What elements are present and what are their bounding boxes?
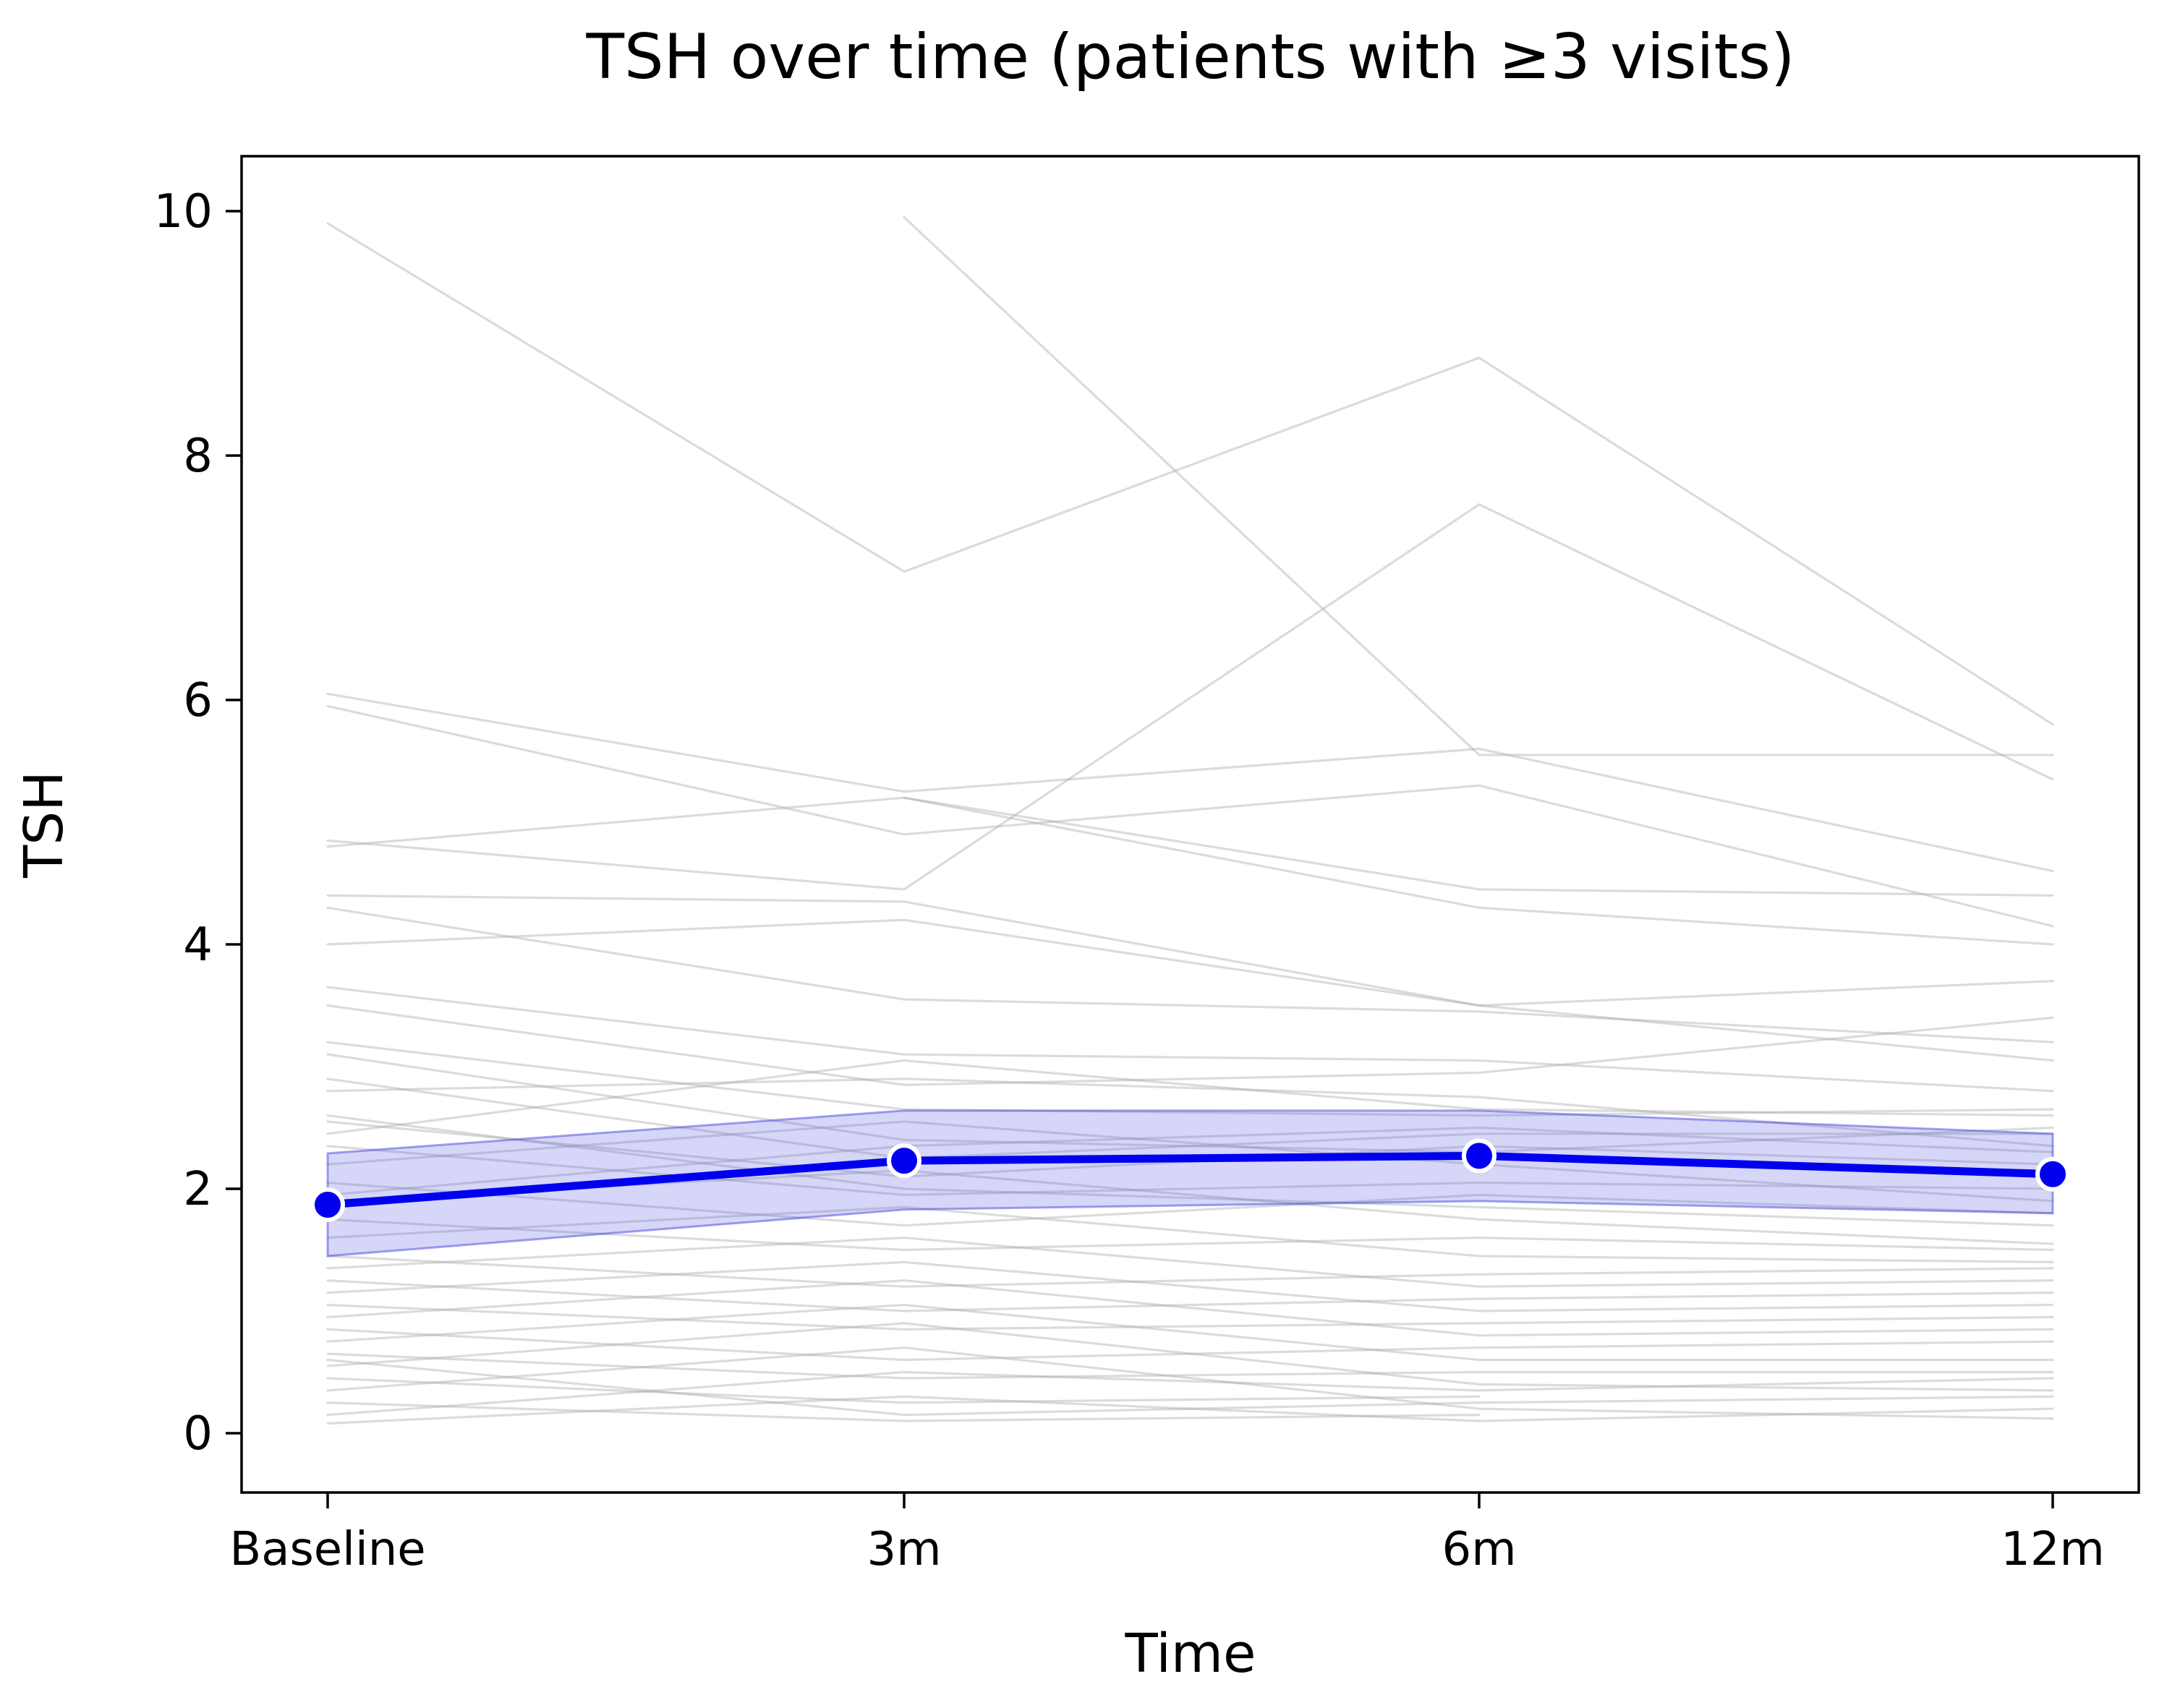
patient-line — [326, 1041, 2054, 1117]
mean-polyline — [323, 1151, 2057, 1209]
patient-line — [326, 704, 2054, 928]
patient-line — [326, 1114, 2054, 1227]
patient-line — [326, 1077, 2054, 1160]
patient-line — [326, 503, 2054, 891]
patient-line — [326, 906, 2054, 1043]
y-tick-label: 8 — [183, 430, 213, 483]
patient-line — [326, 1401, 1481, 1422]
axis-tick-labels: 0 2 4 6 8 10 Baseline 3m 6m 12m — [154, 185, 2105, 1576]
mean-point — [2035, 1156, 2070, 1192]
axes-spines — [240, 155, 2140, 1494]
ci-band-polygon — [326, 1109, 2054, 1257]
x-tick-label: 6m — [1442, 1523, 1516, 1576]
chart-title: TSH over time (patients with ≥3 visits) — [585, 21, 1795, 93]
patient-line — [326, 1303, 2054, 1331]
x-tick-label: 3m — [867, 1523, 941, 1576]
patient-line — [326, 1053, 2054, 1153]
patient-line — [326, 1395, 2054, 1425]
mean-line — [323, 1151, 2057, 1209]
patient-line — [326, 1181, 2054, 1227]
patient-line — [903, 796, 2054, 897]
axis-ticks — [226, 210, 2054, 1508]
patient-line — [326, 796, 2054, 946]
patient-line — [326, 1328, 2054, 1362]
mean-points — [310, 1138, 2070, 1222]
ci-band — [326, 1109, 2054, 1257]
patient-line — [326, 918, 2054, 1062]
patient-line — [326, 1205, 2054, 1264]
patient-line — [326, 1377, 1481, 1404]
y-tick-label: 2 — [183, 1163, 213, 1216]
patient-line — [326, 1358, 2054, 1417]
patient-line — [326, 1279, 2054, 1312]
y-tick-label: 0 — [183, 1407, 213, 1461]
patient-line — [326, 692, 2054, 873]
patient-line — [326, 1126, 2054, 1197]
plot-frame — [240, 155, 2140, 1494]
patient-line — [326, 1218, 2054, 1252]
patient-line — [326, 1255, 2054, 1288]
patient-line — [326, 1346, 2054, 1420]
patient-line — [326, 222, 2054, 726]
patient-line — [326, 1236, 2054, 1288]
x-axis-label: Time — [1124, 1623, 1256, 1685]
patient-line — [326, 1260, 2054, 1312]
patient-trajectories — [326, 215, 2054, 1425]
patient-line — [326, 1303, 2054, 1362]
mean-point — [887, 1143, 921, 1179]
y-tick-label: 10 — [154, 185, 213, 239]
patient-line — [326, 894, 2054, 1007]
x-tick-label: 12m — [2001, 1523, 2105, 1576]
mean-point — [310, 1187, 345, 1222]
patient-line — [326, 1370, 2054, 1417]
mean-point — [1462, 1138, 1497, 1174]
patient-line — [326, 1322, 2054, 1392]
patient-line — [326, 1059, 2054, 1135]
patient-line — [326, 1352, 2054, 1380]
y-tick-label: 4 — [183, 918, 213, 972]
y-tick-label: 6 — [183, 674, 213, 727]
patient-line — [903, 215, 2054, 756]
patient-line — [326, 1004, 2054, 1086]
patient-line — [326, 1145, 2054, 1197]
x-tick-label: Baseline — [229, 1523, 425, 1576]
y-axis-label: TSH — [13, 771, 75, 879]
patient-line — [326, 1120, 2054, 1203]
patient-line — [326, 1279, 2054, 1337]
patient-line — [326, 986, 2054, 1093]
